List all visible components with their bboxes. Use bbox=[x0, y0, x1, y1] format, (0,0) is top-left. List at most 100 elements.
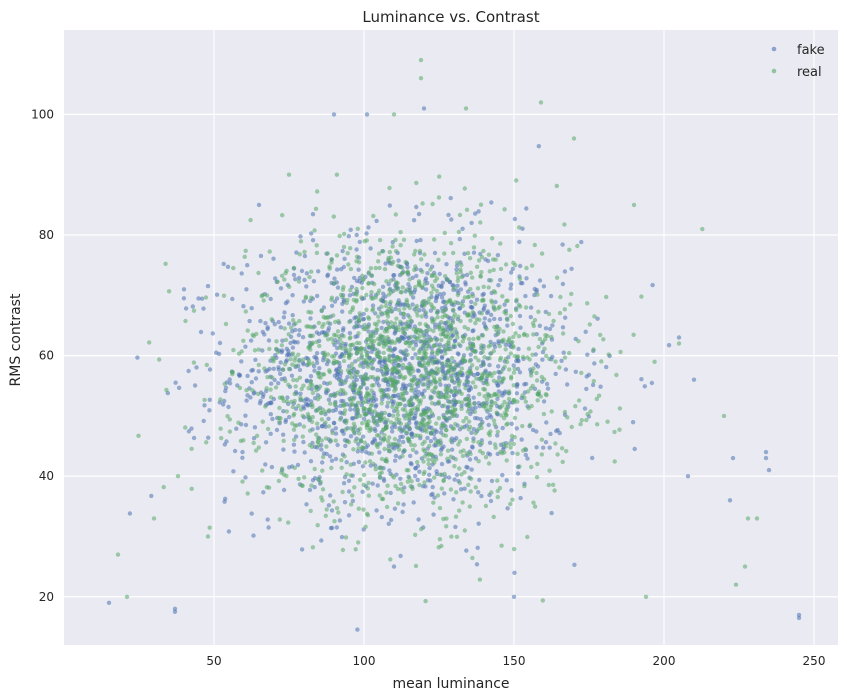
point-fake bbox=[573, 369, 578, 374]
point-fake bbox=[414, 238, 419, 244]
point-fake bbox=[469, 220, 474, 226]
point-fake bbox=[227, 381, 233, 386]
point-real bbox=[492, 307, 497, 312]
point-real bbox=[325, 332, 330, 337]
point-real bbox=[161, 484, 166, 490]
point-fake bbox=[172, 609, 178, 614]
point-real bbox=[395, 379, 401, 385]
point-real bbox=[350, 386, 355, 391]
point-real bbox=[480, 333, 486, 338]
point-fake bbox=[549, 510, 554, 516]
point-real bbox=[348, 347, 353, 352]
point-real bbox=[516, 334, 522, 339]
point-real bbox=[526, 346, 532, 351]
point-real bbox=[354, 259, 359, 264]
point-real bbox=[250, 332, 255, 337]
legend-label-fake: fake bbox=[797, 43, 825, 58]
point-real bbox=[383, 376, 389, 382]
point-real bbox=[399, 487, 404, 492]
point-fake bbox=[525, 456, 530, 461]
point-fake bbox=[488, 498, 494, 504]
point-real bbox=[565, 415, 570, 420]
point-real bbox=[221, 293, 227, 298]
point-fake bbox=[352, 275, 357, 281]
point-real bbox=[382, 436, 387, 442]
point-real bbox=[310, 545, 316, 550]
point-real bbox=[348, 246, 353, 251]
point-real bbox=[369, 451, 375, 456]
point-real bbox=[488, 429, 493, 434]
point-fake bbox=[316, 331, 322, 337]
point-fake bbox=[433, 295, 439, 301]
point-fake bbox=[393, 453, 399, 459]
point-real bbox=[251, 440, 256, 446]
point-real bbox=[421, 459, 426, 464]
point-real bbox=[497, 357, 503, 363]
point-fake bbox=[244, 287, 249, 292]
point-real bbox=[515, 354, 521, 359]
point-fake bbox=[256, 202, 262, 208]
point-real bbox=[223, 321, 229, 327]
point-real bbox=[324, 444, 329, 449]
point-real bbox=[414, 305, 419, 311]
point-fake bbox=[469, 305, 474, 310]
point-real bbox=[338, 417, 343, 422]
point-real bbox=[387, 435, 392, 440]
point-real bbox=[481, 248, 486, 254]
point-fake bbox=[253, 376, 259, 381]
point-real bbox=[578, 422, 583, 427]
point-real bbox=[207, 525, 212, 530]
point-real bbox=[482, 394, 487, 399]
point-fake bbox=[270, 416, 275, 422]
point-real bbox=[465, 346, 470, 351]
point-real bbox=[427, 419, 432, 424]
point-fake bbox=[239, 359, 244, 364]
point-real bbox=[374, 351, 379, 356]
point-fake bbox=[396, 438, 402, 443]
point-real bbox=[388, 278, 393, 283]
point-fake bbox=[469, 467, 474, 472]
point-real bbox=[452, 285, 457, 291]
point-real bbox=[417, 248, 423, 254]
point-real bbox=[474, 376, 479, 381]
point-real bbox=[379, 401, 384, 406]
point-fake bbox=[258, 398, 263, 404]
point-fake bbox=[560, 242, 565, 247]
point-fake bbox=[335, 442, 340, 448]
point-fake bbox=[244, 398, 249, 403]
point-real bbox=[479, 425, 484, 431]
point-real bbox=[219, 435, 224, 441]
point-fake bbox=[333, 456, 339, 462]
point-fake bbox=[405, 265, 410, 270]
point-real bbox=[391, 475, 397, 480]
point-real bbox=[338, 379, 343, 384]
point-fake bbox=[487, 362, 492, 368]
point-real bbox=[410, 486, 415, 491]
point-real bbox=[532, 504, 538, 509]
point-real bbox=[399, 289, 404, 295]
point-real bbox=[479, 270, 484, 275]
point-real bbox=[292, 398, 297, 404]
point-real bbox=[375, 336, 381, 342]
point-real bbox=[439, 394, 444, 400]
point-real bbox=[393, 237, 398, 243]
point-real bbox=[413, 329, 418, 335]
point-fake bbox=[496, 364, 501, 369]
point-real bbox=[349, 375, 354, 380]
point-real bbox=[349, 502, 354, 507]
point-real bbox=[384, 490, 389, 495]
point-real bbox=[415, 313, 420, 318]
point-fake bbox=[512, 216, 518, 222]
point-real bbox=[442, 230, 447, 236]
point-real bbox=[275, 279, 280, 284]
point-real bbox=[147, 340, 152, 345]
point-fake bbox=[381, 291, 386, 296]
point-fake bbox=[402, 334, 408, 340]
point-real bbox=[293, 384, 298, 389]
point-real bbox=[256, 347, 261, 352]
point-fake bbox=[380, 284, 386, 289]
point-real bbox=[488, 278, 494, 283]
point-real bbox=[455, 292, 461, 298]
point-fake bbox=[335, 267, 340, 272]
point-fake bbox=[317, 366, 322, 371]
